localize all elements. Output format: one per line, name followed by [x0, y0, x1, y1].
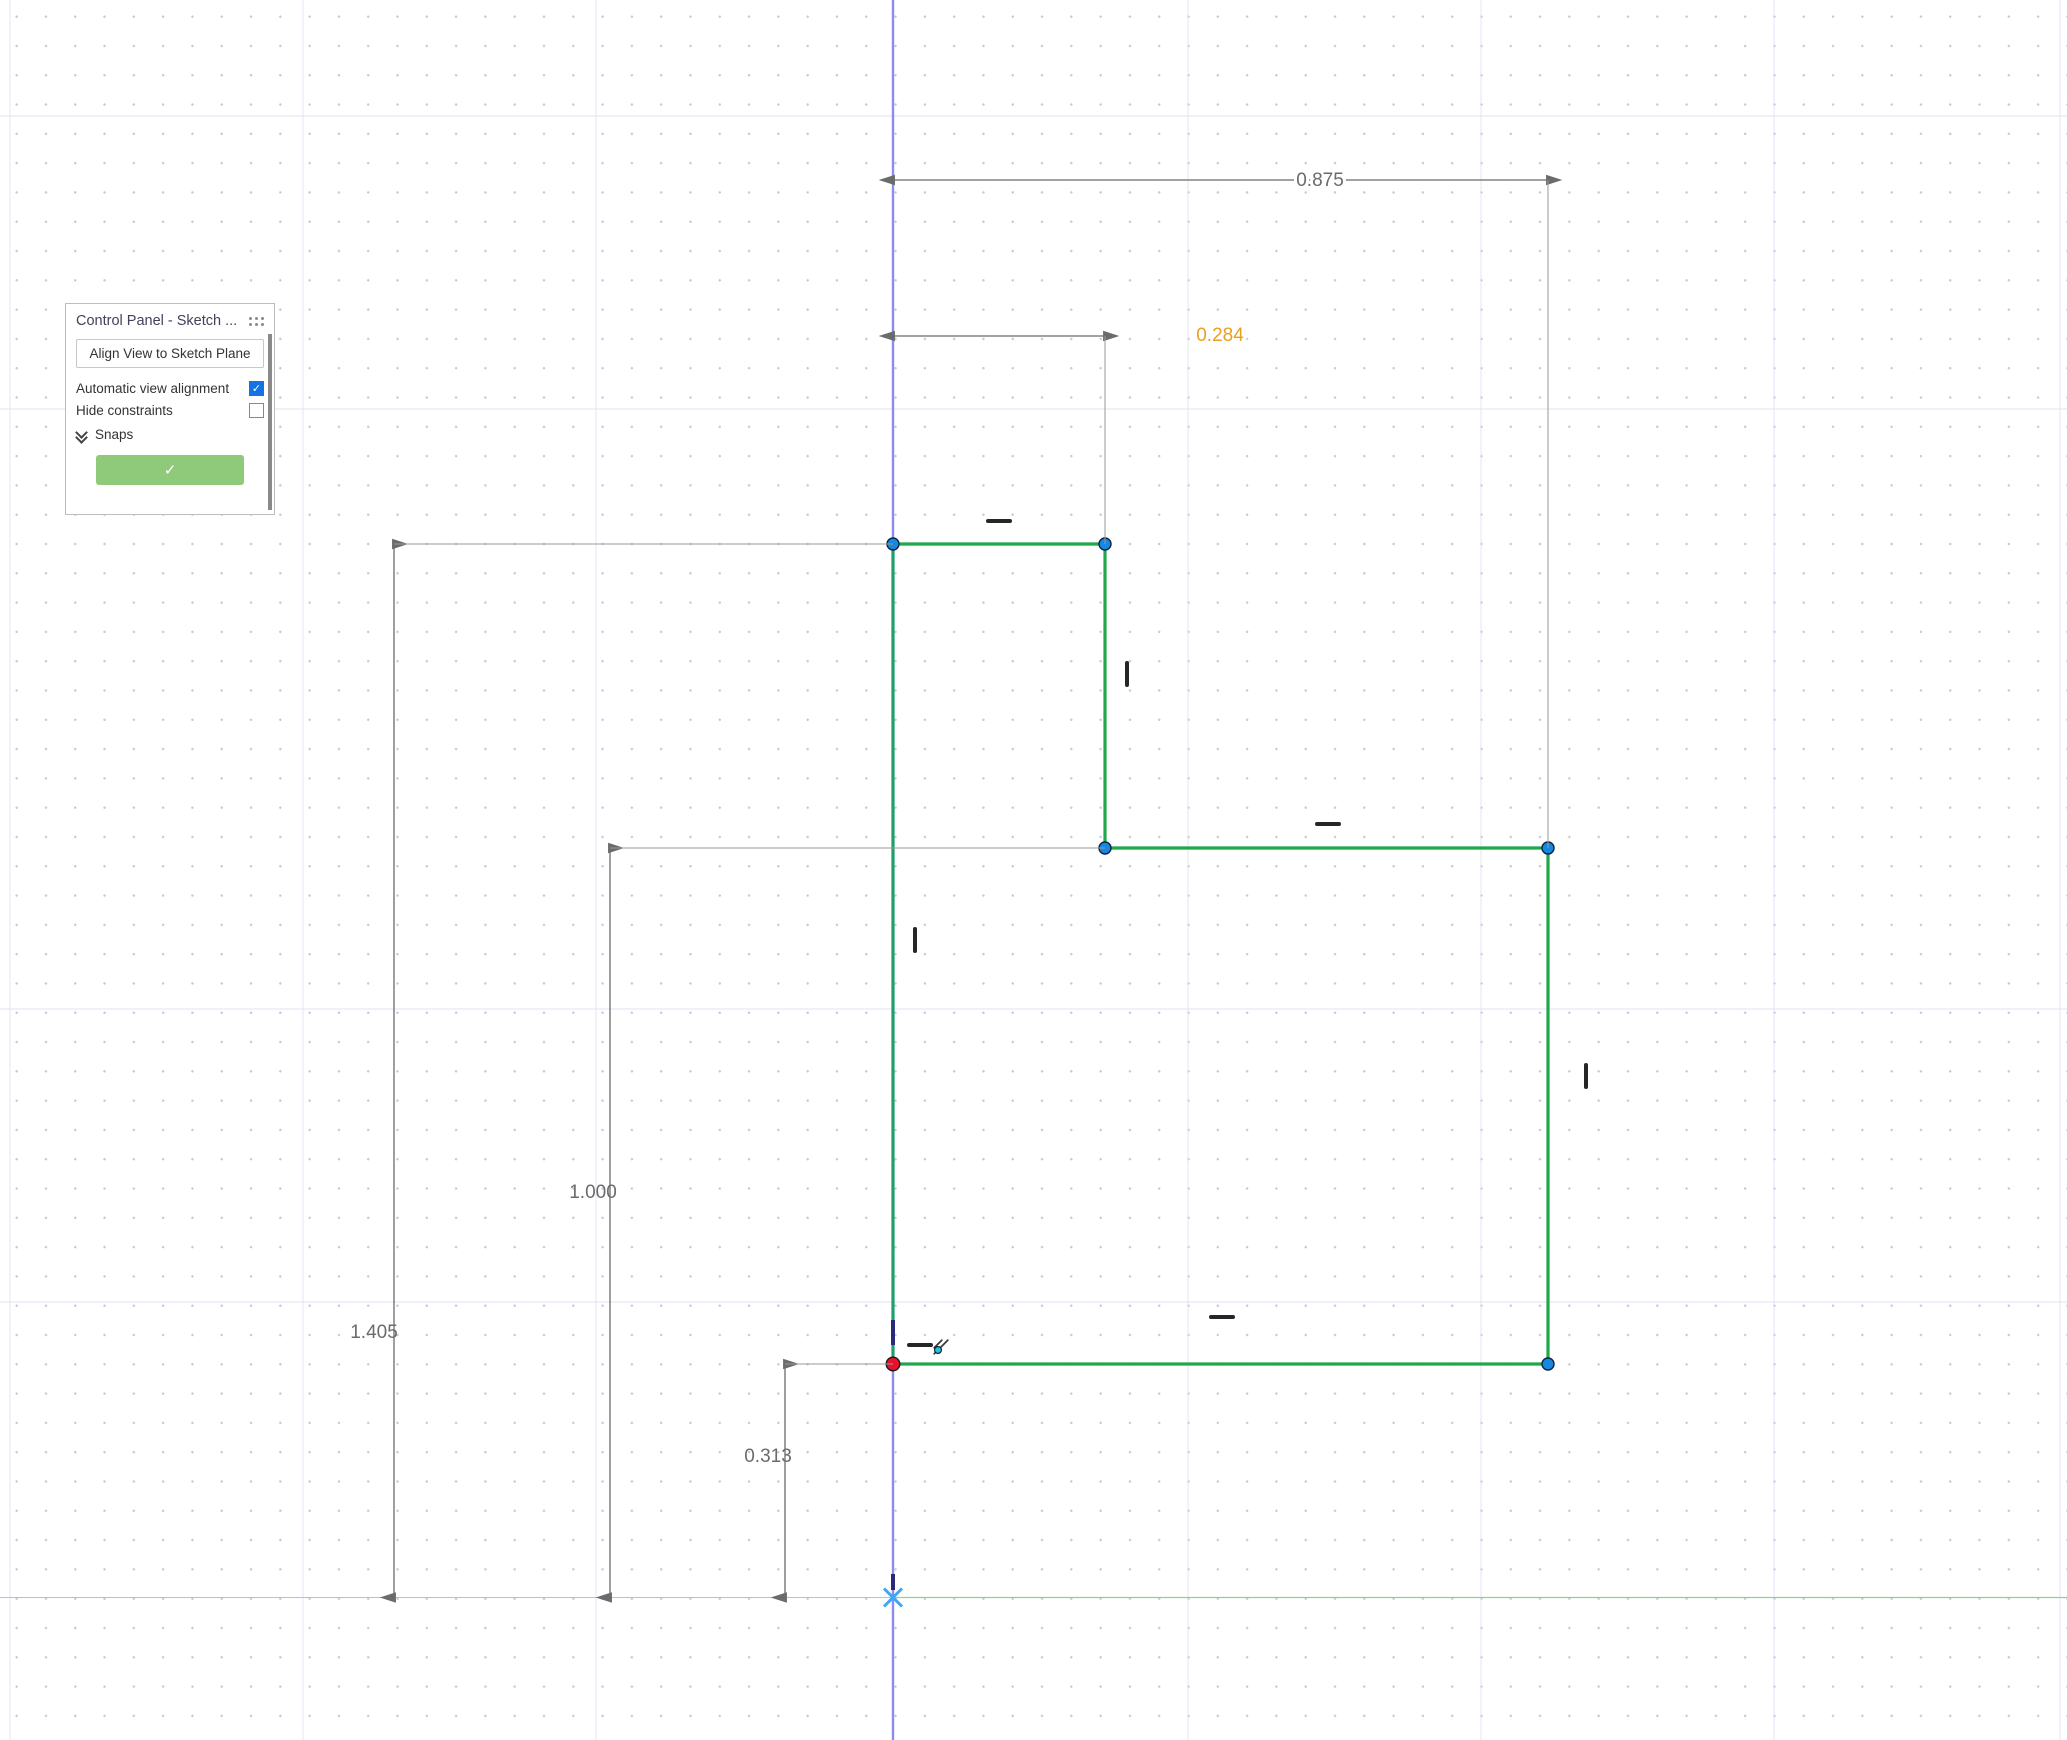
svg-text:0.284: 0.284: [1196, 325, 1244, 346]
svg-text:0.875: 0.875: [1296, 170, 1344, 191]
svg-text:1.405: 1.405: [350, 1322, 398, 1343]
svg-text:1.000: 1.000: [569, 1182, 617, 1203]
svg-text:0.313: 0.313: [744, 1446, 792, 1467]
